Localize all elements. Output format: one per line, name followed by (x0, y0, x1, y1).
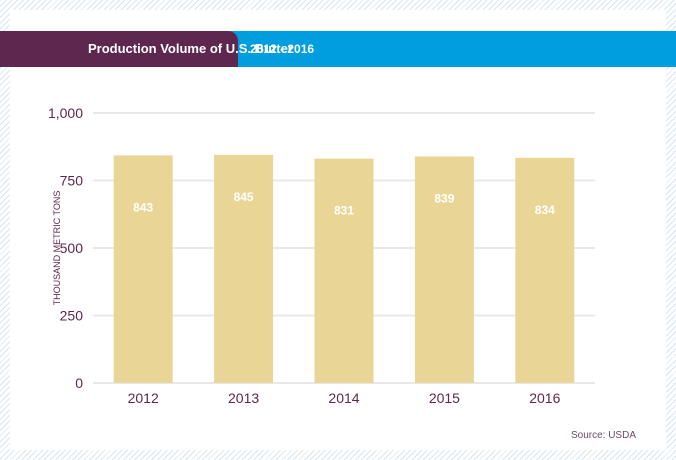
y-axis-label: THOUSAND METRIC TONS (52, 191, 62, 306)
x-tick-label: 2015 (429, 390, 460, 406)
x-tick-label: 2014 (328, 390, 359, 406)
bars: 843 845 831 839 834 (113, 154, 575, 383)
bar-data-label: 843 (133, 200, 153, 214)
bar-2012 (113, 155, 173, 383)
bar-data-label: 834 (535, 203, 555, 217)
y-axis-ticks: 0 250 500 750 1,000 (48, 105, 83, 391)
y-tick-label: 1,000 (48, 105, 83, 121)
header-title-block (0, 31, 238, 67)
x-axis-ticks: 2012 2013 2014 2015 2016 (128, 390, 561, 406)
bar-data-label: 831 (334, 204, 354, 218)
bar-data-label: 839 (434, 191, 454, 205)
y-tick-label: 500 (60, 240, 84, 256)
source-note: Source: USDA (570, 430, 636, 441)
bar-2015 (414, 156, 474, 383)
bar-2013 (214, 154, 274, 383)
bar-2016 (515, 157, 575, 383)
chart-date-range: 2012 - 2016 (250, 42, 315, 56)
chart-title: Production Volume of U.S. Butter (88, 41, 293, 56)
x-tick-label: 2016 (529, 390, 560, 406)
bar-data-label: 845 (234, 190, 254, 204)
y-tick-label: 750 (60, 173, 84, 189)
y-tick-label: 0 (75, 375, 83, 391)
x-tick-label: 2013 (228, 390, 259, 406)
y-tick-label: 250 (60, 308, 84, 324)
bar-2014 (314, 158, 374, 383)
x-tick-label: 2012 (128, 390, 159, 406)
